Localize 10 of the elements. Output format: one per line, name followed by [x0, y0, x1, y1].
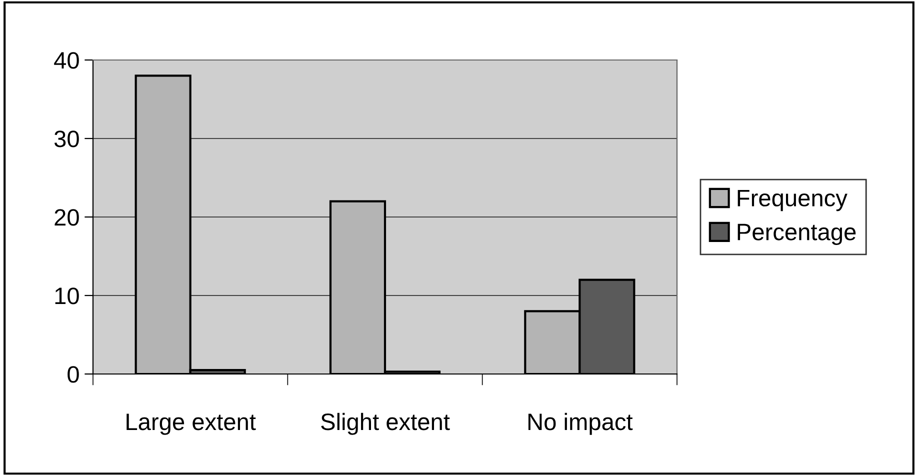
x-tick-label: No impact: [528, 412, 633, 435]
legend-label: Percentage: [738, 224, 856, 246]
x-tick-label: Slight extent: [321, 412, 450, 435]
y-tick-label: 40: [54, 52, 79, 69]
y-tick-label: 30: [54, 130, 79, 148]
x-tick-label: Large extent: [126, 414, 256, 435]
y-tick-label: 0: [68, 366, 79, 383]
y-tick-label: 10: [55, 288, 79, 304]
y-tick-label: 20: [54, 209, 79, 226]
legend-label: Frequency: [738, 190, 848, 212]
